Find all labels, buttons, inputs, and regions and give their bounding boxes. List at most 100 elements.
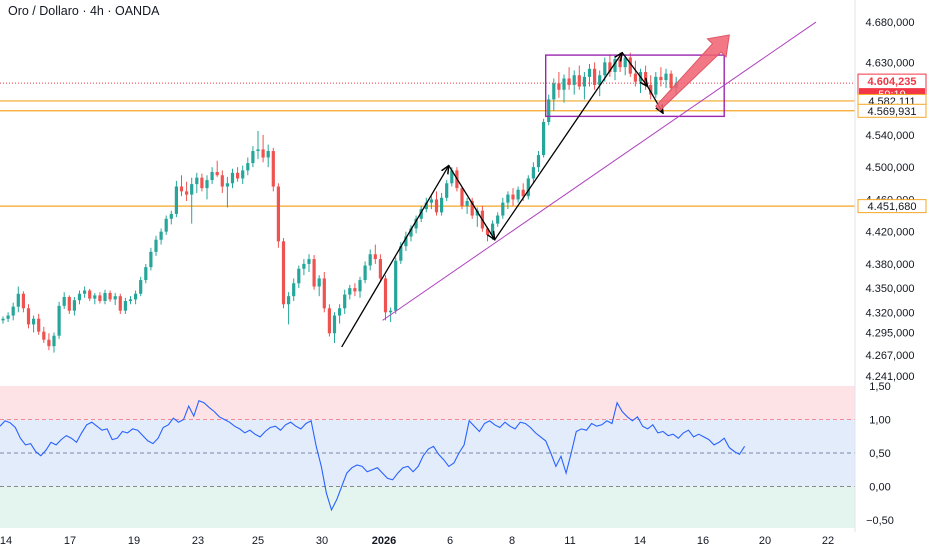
candle-up [598,75,602,85]
indicator-panel[interactable] [0,386,855,528]
candle-up [317,278,321,287]
x-tick-label: 2026 [372,535,396,547]
time-axis: 14 17 19 23 25 30 2026 6 8 11 14 16 20 22 [0,535,834,547]
y-tick-label: 4.267,000 [866,350,915,362]
indicator-tick-label: −0,50 [866,515,894,527]
candle-down [67,296,71,311]
candle-down [327,308,331,334]
candle-down [378,259,382,279]
x-tick-label: 19 [128,535,140,547]
candle-up [287,296,291,305]
level-price-box [857,103,927,118]
indicator-tick-label: 0,00 [869,481,890,493]
level-price-label: 4.569,931 [868,106,917,118]
candle-up [358,280,362,292]
candle-up [332,315,337,334]
candle-up [266,151,270,158]
candle-down [21,293,25,309]
candle-up [251,151,255,164]
candle-up [363,265,367,281]
candle-up [440,197,444,213]
candle-down [276,186,280,242]
y-tick-label: 4.540,000 [866,130,915,142]
candle-up [338,308,342,316]
candle-up [307,259,311,264]
candle-up [404,236,408,247]
indicator-tick-label: 1,50 [869,381,890,393]
candle-up [16,293,20,307]
candle-up [450,170,454,184]
level-price-label: 4.451,680 [868,201,917,213]
candle-up [205,180,209,189]
candle-down [618,59,622,68]
candle-up [547,99,551,123]
candle-up [190,184,194,195]
projection-arrow [655,34,730,112]
candle-up [516,189,520,200]
main-price-panel[interactable] [0,21,855,353]
candle-up [542,122,546,156]
level-price-box [857,199,927,214]
candle-up [506,194,510,203]
wave-arrow-segment [341,166,449,348]
candle-up [123,301,127,311]
x-tick-label: 14 [0,535,12,547]
candle-up [613,59,617,73]
candle-up [154,239,158,252]
candle-down [215,172,219,176]
candle-up [139,280,143,294]
candle-up [134,293,138,300]
candle-up [230,172,235,184]
candle-down [633,73,637,82]
candle-up [241,170,245,179]
y-tick-label: 4.295,000 [866,327,915,339]
ascending-trendline [382,21,817,321]
y-tick-label: 4.420,000 [866,227,915,239]
x-tick-label: 20 [759,535,771,547]
candle-up [72,300,76,311]
candle-up [169,213,173,219]
candle-down [88,290,92,299]
oversold-zone [0,486,855,528]
candle-up [62,296,66,306]
candle-up [475,210,479,216]
candle-up [394,260,398,311]
x-tick-label: 23 [192,535,204,547]
candle-up [424,202,428,210]
candle-up [536,155,541,168]
candle-down [47,339,51,347]
candle-up [587,68,592,77]
candle-down [353,288,357,292]
candle-up [210,172,214,181]
candle-up [159,231,163,240]
wave-arrow-segment [621,52,648,87]
x-tick-label: 16 [697,535,709,547]
candle-down [373,254,377,260]
candle-down [108,292,112,300]
x-tick-label: 6 [447,535,453,547]
candle-down [659,76,663,81]
candle-up [149,251,153,268]
candle-up [128,299,133,302]
candle-down [200,177,204,189]
candle-up [526,178,530,197]
candle-down [26,308,31,325]
candle-up [144,267,148,281]
candle-up [292,283,296,297]
candle-down [236,172,240,179]
candle-up [399,246,403,261]
price-axis[interactable]: 4.680,0004.630,0004.590,0004.540,0004.50… [854,0,927,532]
candle-up [389,310,393,313]
x-tick-label: 22 [822,535,834,547]
x-tick-label: 30 [316,535,328,547]
candle-up [113,296,117,300]
y-tick-label: 4.380,000 [866,259,915,271]
current-price-label: 4.604,235 [868,76,917,88]
candle-down [261,149,265,158]
wave-arrow-segment [448,165,495,240]
overbought-zone [0,386,855,420]
candle-down [577,75,581,87]
candle-down [593,68,597,85]
y-tick-label: 4.320,000 [866,307,915,319]
